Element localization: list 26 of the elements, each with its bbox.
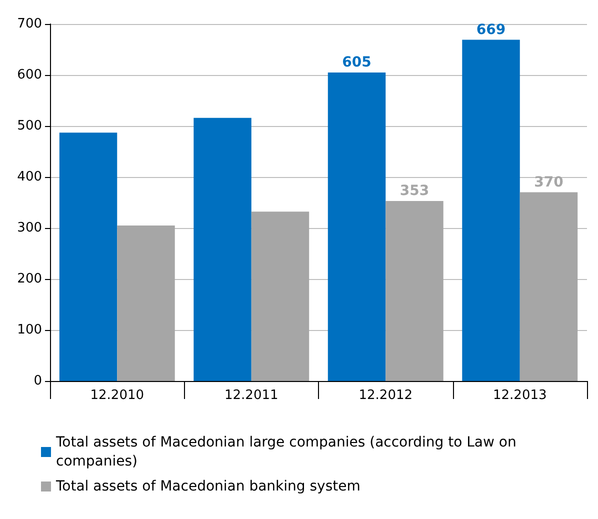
- y-tick-label: 0: [34, 374, 42, 388]
- data-label: 605: [342, 54, 372, 70]
- y-tick-label: 200: [17, 272, 42, 286]
- bar: [520, 192, 578, 381]
- legend-label: Total assets of Macedonian large companies (according to Law on companies): [55, 434, 521, 470]
- y-tick-label: 300: [17, 220, 42, 236]
- bar: [386, 200, 444, 381]
- bar: [117, 225, 175, 381]
- bar: [328, 72, 386, 381]
- y-tick-label: 700: [17, 16, 42, 32]
- y-tick-label: 500: [17, 118, 42, 134]
- x-tick-label: 12.2013: [492, 388, 547, 403]
- legend-label: Total assets of Macedonian banking system: [55, 478, 360, 494]
- data-label: 353: [400, 182, 430, 199]
- x-tick-label: 12.2010: [90, 388, 144, 403]
- bar: [251, 212, 310, 381]
- data-label: 370: [534, 174, 564, 190]
- bar: [194, 118, 252, 381]
- y-tick-label: 100: [17, 322, 42, 338]
- bar: [462, 40, 520, 381]
- x-tick-label: 12.2011: [224, 388, 278, 403]
- x-tick-label: 12.2012: [358, 388, 413, 403]
- bar: [59, 132, 118, 381]
- data-label: 669: [476, 22, 506, 38]
- y-tick-label: 400: [17, 170, 42, 184]
- y-tick-label: 600: [17, 68, 42, 82]
